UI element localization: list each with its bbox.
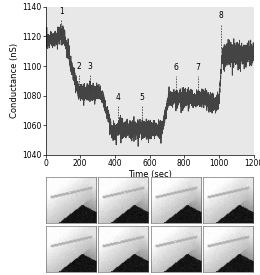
Text: 8: 8 <box>218 11 223 20</box>
Text: 1: 1 <box>47 179 52 185</box>
Text: 5: 5 <box>139 93 144 101</box>
Text: 7: 7 <box>153 229 158 234</box>
Text: 8: 8 <box>205 229 210 234</box>
Text: 1: 1 <box>59 7 63 16</box>
Text: 3: 3 <box>153 179 158 185</box>
Text: 2: 2 <box>77 62 82 70</box>
Y-axis label: Conductance (nS): Conductance (nS) <box>10 43 19 119</box>
Text: 6: 6 <box>173 63 178 72</box>
Text: 3: 3 <box>87 62 92 70</box>
X-axis label: Time (sec): Time (sec) <box>128 170 171 179</box>
Text: 2: 2 <box>100 179 105 185</box>
Text: 4: 4 <box>116 93 121 101</box>
Text: 5: 5 <box>47 229 52 234</box>
Text: 7: 7 <box>195 63 200 72</box>
Text: 4: 4 <box>205 179 210 185</box>
Text: 6: 6 <box>100 229 105 234</box>
